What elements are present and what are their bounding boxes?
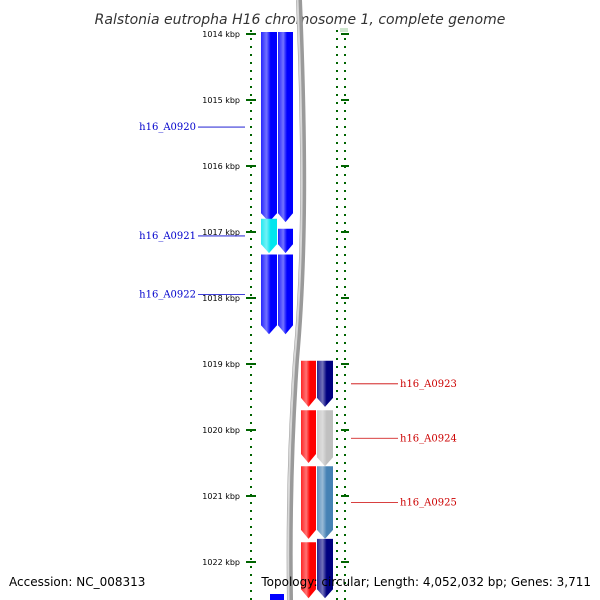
cds-track <box>261 32 333 599</box>
backbone-highlight <box>287 0 303 600</box>
kbp-tick-label: 1017 kbp <box>202 228 240 237</box>
gene-feature <box>301 410 316 463</box>
backbone <box>286 0 348 600</box>
gene-feature <box>301 466 316 539</box>
cds-feature <box>317 360 333 407</box>
cds-feature <box>261 254 277 335</box>
kbp-tick-label: 1020 kbp <box>202 426 240 435</box>
cds-feature <box>317 410 333 467</box>
kbp-tick-label: 1021 kbp <box>202 492 240 501</box>
kbp-tick-label: 1019 kbp <box>202 360 240 369</box>
cds-labels: h16_A0920 h16_A0921 h16_A0922 h16_A0923 h16_… <box>139 122 457 509</box>
accession-text: Accession: NC_008313 <box>9 575 145 589</box>
cds-label: h16_A0920 <box>139 122 196 133</box>
backbone-line <box>286 0 307 600</box>
kbp-tick-label: 1016 kbp <box>202 162 240 171</box>
genome-summary-text: Topology: circular; Length: 4,052,032 bp… <box>260 575 591 589</box>
track-start-marker <box>340 28 348 32</box>
cds-label: h16_A0923 <box>400 379 457 390</box>
cds-feature <box>317 538 333 599</box>
ruler: 1014 kbp 1015 kbp 1016 kbp 1017 kbp 1018 kbp… <box>202 30 349 600</box>
gene-feature <box>278 32 293 223</box>
kbp-tick-label: 1018 kbp <box>202 294 240 303</box>
kbp-tick-label: 1022 kbp <box>202 558 240 567</box>
strand-marker <box>270 594 284 600</box>
gene-track <box>270 32 316 600</box>
cds-label: h16_A0921 <box>139 231 196 242</box>
gene-feature <box>278 228 293 254</box>
kbp-tick-label: 1014 kbp <box>202 30 240 39</box>
gene-feature <box>301 542 316 599</box>
cds-label: h16_A0925 <box>400 498 457 509</box>
gene-feature <box>301 360 316 407</box>
gene-feature <box>278 254 293 335</box>
cds-label: h16_A0924 <box>400 433 457 444</box>
cds-feature <box>261 32 277 223</box>
cds-feature <box>317 466 333 539</box>
cds-feature <box>261 218 277 254</box>
cds-label: h16_A0922 <box>139 289 196 300</box>
kbp-tick-label: 1015 kbp <box>202 96 240 105</box>
